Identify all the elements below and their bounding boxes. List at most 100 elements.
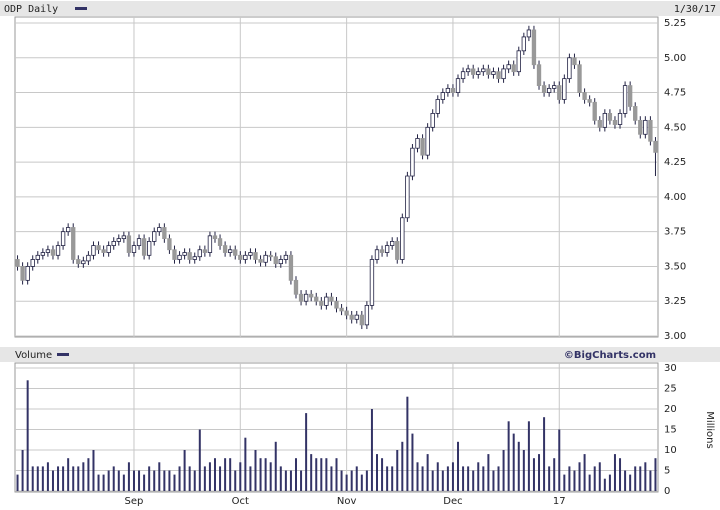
volume-bar (598, 462, 601, 491)
volume-bar (239, 462, 242, 491)
volume-bar (117, 470, 120, 491)
candle-body (314, 296, 319, 302)
volume-bar (259, 458, 262, 491)
volume-bar (573, 470, 576, 491)
y-tick-label: 10 (664, 445, 677, 456)
candle-body (71, 227, 76, 260)
candle-body (55, 245, 61, 256)
candle-body (182, 252, 187, 256)
candle-body (476, 71, 481, 75)
candle-body (562, 78, 567, 100)
volume-bar (527, 421, 530, 491)
volume-panel (14, 362, 659, 493)
candle-body (627, 85, 633, 107)
candle-body (101, 249, 106, 253)
legend-swatch (75, 7, 87, 10)
candle-body (263, 254, 268, 263)
candle-body (238, 254, 243, 260)
volume-bar (421, 466, 424, 491)
candle-body (91, 245, 96, 256)
volume-bar (568, 466, 571, 491)
candle-body (258, 259, 263, 263)
candle-body (501, 68, 506, 80)
candle-body (395, 241, 400, 260)
candle-body (167, 238, 172, 251)
candle-body (131, 245, 137, 253)
volume-bar (254, 450, 257, 491)
y-tick-label: 4.25 (664, 157, 686, 168)
candle-body (607, 113, 613, 121)
volume-bar (355, 466, 358, 491)
volume-bar (654, 458, 657, 491)
candle-body (521, 36, 527, 52)
volume-bar (158, 462, 161, 491)
candle-body (622, 85, 628, 114)
candle-body (577, 64, 582, 93)
volume-bar (578, 462, 581, 491)
volume-bar (396, 450, 399, 491)
candle-body (106, 245, 111, 253)
volume-bar (264, 458, 267, 491)
candle-body (222, 245, 228, 253)
candle-body (96, 245, 101, 251)
candle-body (309, 293, 314, 298)
candle-body (15, 259, 20, 267)
volume-bar (213, 458, 216, 491)
volume-bar (224, 458, 227, 491)
candle-body (136, 238, 142, 246)
x-tick-label: Sep (125, 496, 144, 507)
volume-bar (431, 470, 434, 491)
volume-bar (112, 466, 115, 491)
candle-body (552, 85, 557, 89)
volume-bar (411, 433, 414, 491)
volume-bar (107, 470, 110, 491)
candle-body (339, 307, 344, 312)
candle-body (410, 147, 415, 177)
volume-bar (148, 466, 151, 491)
volume-band (0, 347, 720, 362)
candle-body (65, 227, 71, 233)
date-label: 1/30/17 (674, 4, 716, 15)
candle-body (359, 314, 364, 326)
candle-body (481, 68, 486, 73)
volume-bar (127, 462, 130, 491)
volume-bar (360, 474, 363, 491)
volume-bar (532, 458, 535, 491)
volume-bar (593, 466, 596, 491)
candle-body (455, 78, 461, 93)
candle-body (491, 71, 496, 75)
volume-bar (543, 417, 546, 491)
candle-body (511, 64, 516, 73)
volume-bar (330, 466, 333, 491)
candle-body (612, 119, 618, 125)
candle-body (602, 113, 608, 128)
volume-bar (305, 413, 308, 491)
volume-bar (173, 474, 176, 491)
volume-bar (639, 466, 642, 491)
candle-body (531, 29, 537, 66)
volume-bar (203, 466, 206, 491)
y-tick-label: 25 (664, 384, 677, 395)
volume-bar (279, 466, 282, 491)
volume-bar (26, 380, 29, 491)
volume-bar (376, 454, 379, 491)
candle-body (536, 64, 542, 86)
candle-body (298, 293, 304, 302)
candle-body (471, 68, 476, 75)
volume-bar (644, 462, 647, 491)
volume-bar (365, 470, 368, 491)
volume-bar (294, 458, 297, 491)
candle-body (177, 254, 182, 260)
volume-title: Volume (15, 350, 52, 361)
volume-bar (401, 441, 404, 491)
candle-body (197, 249, 202, 258)
candle-body (253, 252, 258, 260)
y-tick-label: 4.75 (664, 88, 686, 99)
x-tick-label: Dec (443, 496, 462, 507)
volume-bar (482, 466, 485, 491)
y-tick-label: 20 (664, 404, 677, 415)
y-tick-label: 3.50 (664, 261, 686, 272)
volume-bar (41, 466, 44, 491)
candle-body (288, 254, 294, 281)
candle-body (572, 57, 577, 66)
